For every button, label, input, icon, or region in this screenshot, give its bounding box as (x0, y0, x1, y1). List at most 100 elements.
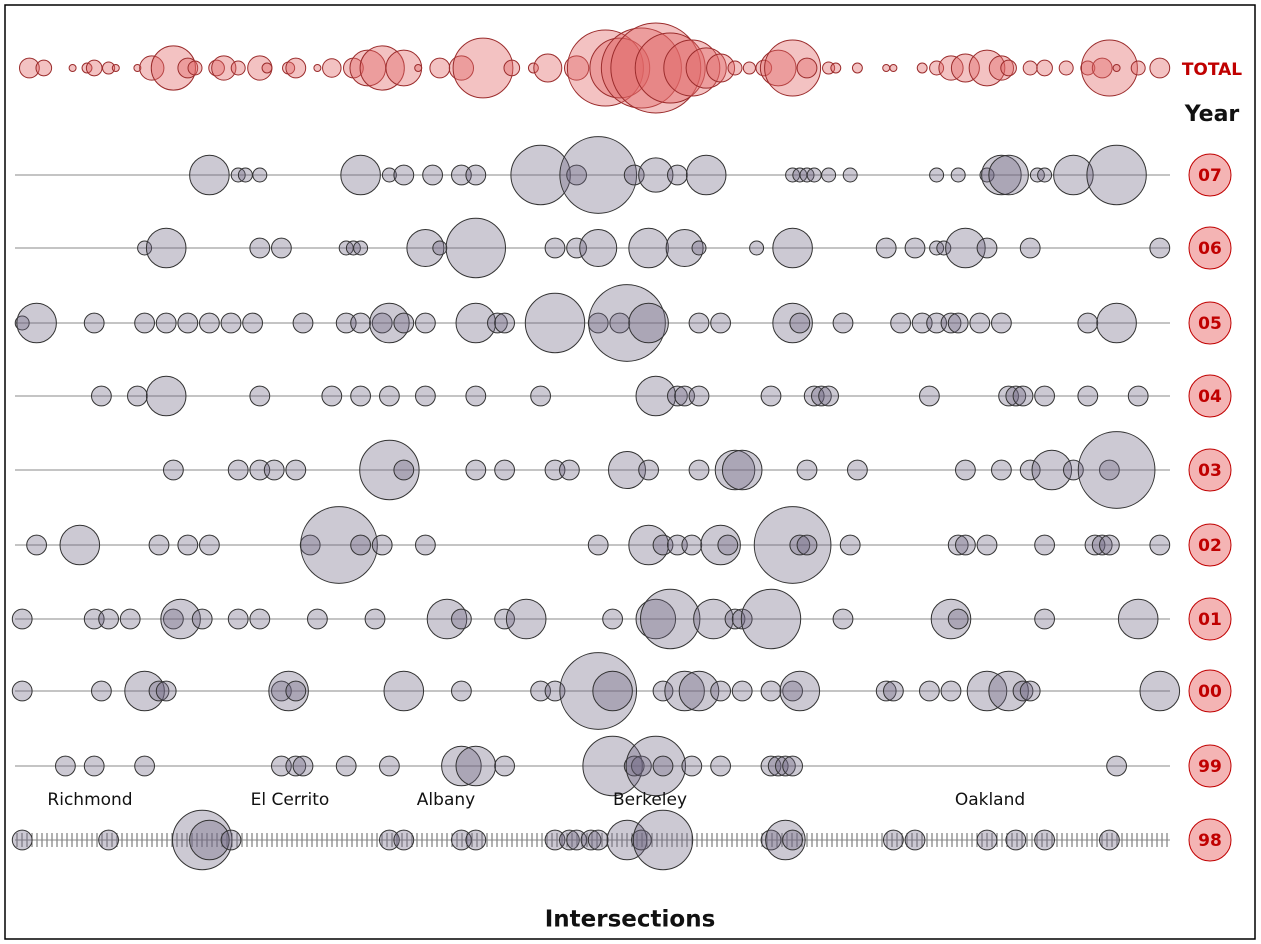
bubble (494, 608, 515, 630)
legend-title: Year (1184, 102, 1240, 127)
bubble (1037, 167, 1053, 183)
bubble (285, 755, 307, 777)
series-label: 06 (1198, 239, 1222, 259)
bubble (1091, 534, 1113, 556)
bubble (731, 680, 753, 702)
bubble (988, 670, 1029, 712)
bubble (1053, 154, 1094, 196)
bubble (940, 680, 962, 702)
bubble (55, 755, 76, 777)
bubble (220, 312, 242, 334)
bubble (406, 228, 445, 268)
year-badge (1188, 744, 1232, 788)
bubble (775, 755, 796, 777)
bubble (587, 829, 609, 851)
bubble (81, 62, 93, 74)
series-label: 07 (1198, 166, 1222, 186)
bubble (85, 59, 103, 77)
bubble (851, 62, 863, 74)
bubble (172, 809, 233, 871)
bubble (148, 680, 170, 702)
bubble (187, 60, 203, 76)
bubble (1091, 57, 1113, 79)
bubble (381, 167, 397, 183)
bubble (796, 534, 818, 556)
bubble (764, 39, 822, 97)
bubble (14, 315, 30, 331)
bubble (383, 670, 425, 712)
bubble (789, 534, 811, 556)
bubble (721, 449, 763, 491)
bubble (415, 385, 436, 407)
bubble (393, 829, 415, 851)
bubble (566, 237, 587, 259)
bubble (1139, 670, 1181, 712)
bubble (83, 755, 105, 777)
bubble (635, 375, 677, 417)
bubble (803, 385, 825, 407)
bubble (227, 608, 249, 630)
bubble (177, 534, 199, 556)
bubble (510, 144, 571, 206)
bubble (968, 49, 1006, 87)
bubble (353, 240, 369, 256)
frame (4, 4, 1256, 940)
bubble (1077, 431, 1156, 509)
bubble (579, 228, 618, 268)
year-badge (1188, 523, 1232, 567)
region-label: Albany (417, 790, 475, 810)
bubble (189, 154, 230, 196)
bubble (811, 385, 832, 407)
bubble (98, 829, 119, 851)
bubble (124, 670, 165, 712)
bubble (441, 745, 482, 787)
bubble (991, 312, 1012, 334)
bubble (102, 61, 116, 75)
bubble (559, 829, 580, 851)
bubble (91, 385, 112, 407)
bubble (663, 39, 721, 97)
bubble (782, 680, 803, 702)
bubble (445, 217, 506, 279)
bubble (150, 45, 197, 91)
bubble (1086, 144, 1147, 206)
bubble (83, 312, 105, 334)
bubble (242, 312, 263, 334)
bubble (465, 164, 487, 186)
bubble (379, 755, 400, 777)
bubble (300, 506, 378, 584)
bubble (199, 312, 220, 334)
bubble (580, 829, 602, 851)
bubble (16, 302, 57, 344)
bubble (600, 27, 682, 109)
bubble (916, 62, 928, 74)
bubble (199, 534, 220, 556)
bubble (882, 64, 891, 72)
bubble (544, 829, 566, 851)
bubble (451, 608, 472, 630)
bubble (632, 809, 694, 871)
bubble (976, 237, 998, 259)
bubble (393, 312, 415, 334)
bubble (945, 227, 986, 269)
bubble (883, 829, 904, 851)
bubble (137, 240, 153, 256)
bubble (1127, 385, 1149, 407)
bubble (155, 312, 177, 334)
bubble (415, 312, 436, 334)
bubble (1012, 385, 1034, 407)
bubble (379, 385, 400, 407)
bubble (503, 59, 521, 77)
bubble (667, 385, 688, 407)
year-badge (1188, 153, 1232, 197)
bubble (1130, 60, 1146, 76)
bubble (1012, 680, 1034, 702)
bubble (889, 64, 898, 72)
bubble (307, 608, 328, 630)
bubble (566, 829, 587, 851)
bubble (1149, 57, 1171, 79)
bubble (947, 534, 969, 556)
bubble (685, 154, 727, 196)
bubble (830, 62, 842, 74)
